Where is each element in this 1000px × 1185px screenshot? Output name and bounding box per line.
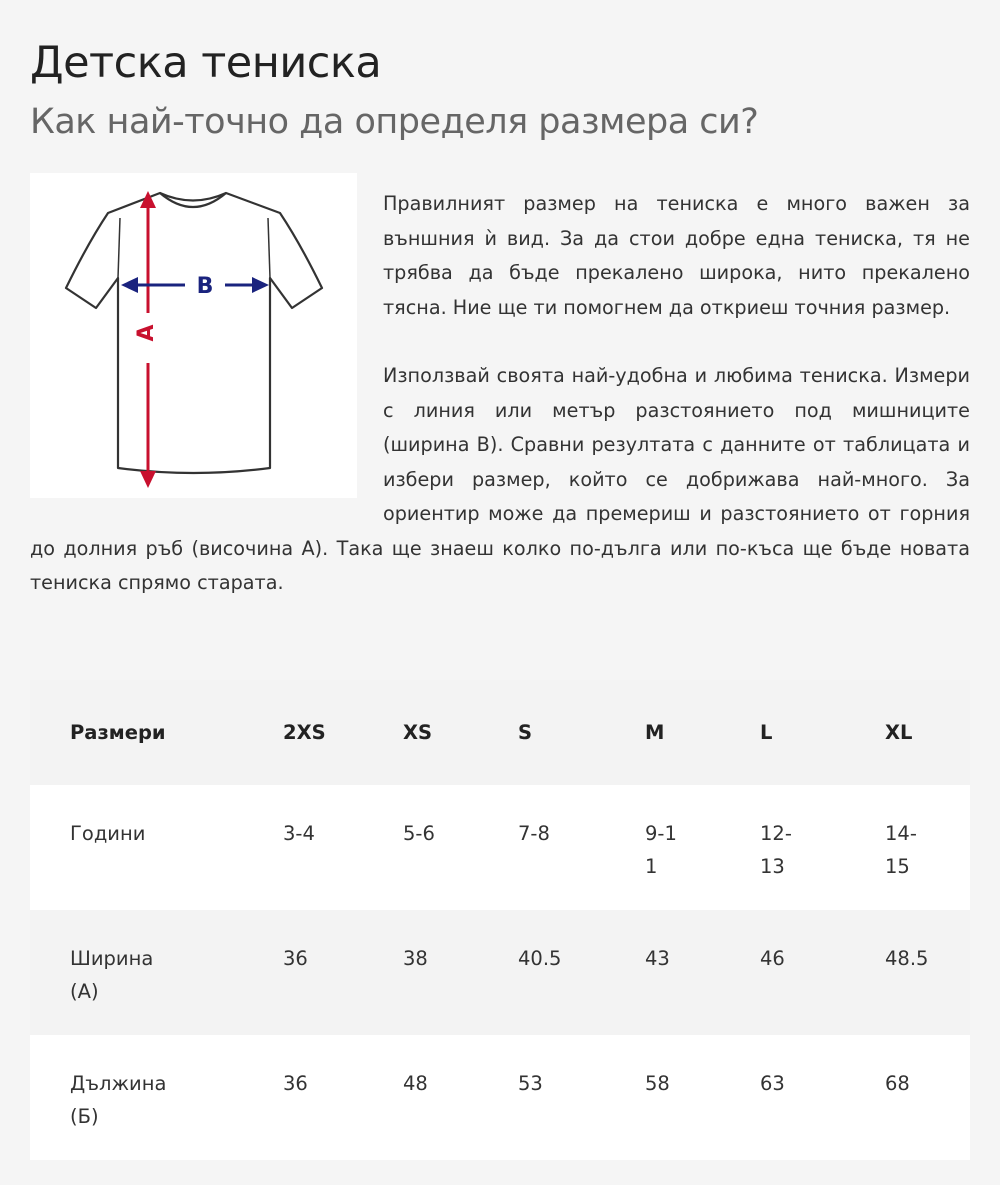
svg-text:B: B <box>197 274 214 299</box>
table-cell: 48 <box>403 1072 428 1095</box>
table-cell: 68 <box>885 1072 910 1095</box>
table-cell: 48.5 <box>885 947 929 970</box>
table-cell: 7-8 <box>518 822 550 845</box>
svg-text:A: A <box>134 324 159 341</box>
tshirt-measurement-diagram-icon: A B <box>30 173 357 498</box>
table-cell: 14-15 <box>885 822 917 878</box>
table-cell: 36 <box>283 947 308 970</box>
row-label: Ширина (А) <box>70 947 154 1003</box>
table-header-row: Размери 2XS XS S M L XL <box>30 680 970 785</box>
table-cell: 9-11 <box>645 822 677 878</box>
table-cell: 58 <box>645 1072 670 1095</box>
row-label: Години <box>70 822 146 845</box>
table-cell: 12-13 <box>760 822 792 878</box>
page-title: Детска тениска <box>30 38 382 88</box>
table-row: Години 3-4 5-6 7-8 9-11 12-13 14-15 <box>30 785 970 910</box>
instructions-paragraph: Използвай своята най-удобна и любима тен… <box>30 364 970 594</box>
table-row: Ширина (А) 36 38 40.5 43 46 48.5 <box>30 910 970 1035</box>
table-cell: 3-4 <box>283 822 315 845</box>
table-cell: 40.5 <box>518 947 562 970</box>
page-subtitle: Как най-точно да определя размера си? <box>30 102 759 142</box>
size-guide-text: A B Правилният размер на тениска е много… <box>30 173 970 635</box>
table-cell: 38 <box>403 947 428 970</box>
row-label: Дължина (Б) <box>70 1072 167 1128</box>
table-cell: 43 <box>645 947 670 970</box>
header-cell: L <box>760 721 773 744</box>
header-cell: S <box>518 721 533 744</box>
header-cell: 2XS <box>283 721 326 744</box>
table-cell: 53 <box>518 1072 543 1095</box>
header-cell: XS <box>403 721 433 744</box>
table-cell: 63 <box>760 1072 785 1095</box>
header-cell: XL <box>885 721 913 744</box>
table-row: Дължина (Б) 36 48 53 58 63 68 <box>30 1035 970 1160</box>
intro-paragraph: Правилният размер на тениска е много важ… <box>383 192 970 319</box>
table-cell: 5-6 <box>403 822 435 845</box>
header-cell: Размери <box>70 721 166 744</box>
table-cell: 36 <box>283 1072 308 1095</box>
table-cell: 46 <box>760 947 785 970</box>
size-table: Размери 2XS XS S M L XL Години 3-4 5-6 7… <box>30 680 970 1160</box>
header-cell: M <box>645 721 665 744</box>
